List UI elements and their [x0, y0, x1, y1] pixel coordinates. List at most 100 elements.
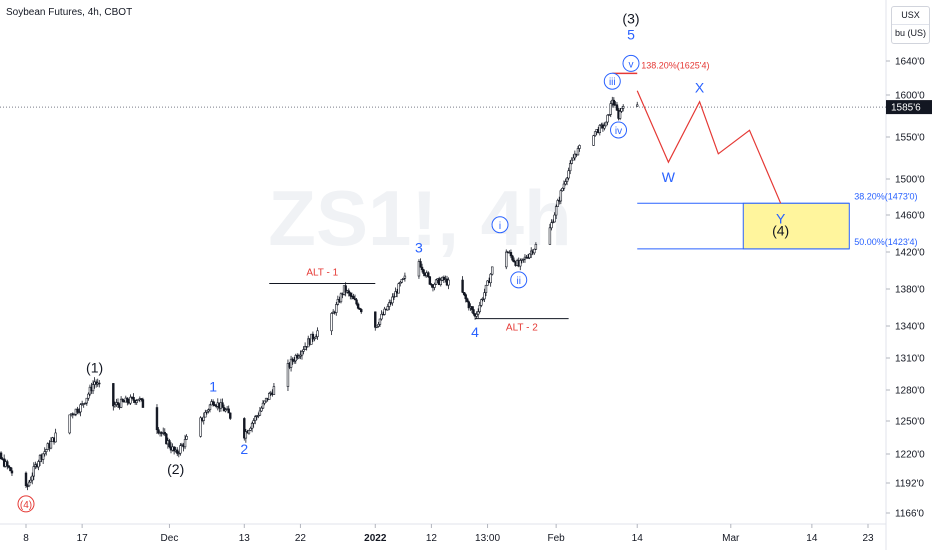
candle-body-290: [607, 114, 611, 116]
candle-body-151: [303, 346, 307, 350]
candle-body-24: [31, 475, 34, 481]
candle-body-289: [606, 114, 609, 123]
x-tick-label-0: 8: [23, 533, 29, 544]
wave-label-5: 3: [415, 239, 423, 255]
candle-body-144: [292, 360, 296, 362]
candle-body-43: [73, 414, 76, 416]
alt-line-label-1: ALT - 1: [306, 267, 338, 278]
candle-body-157: [313, 337, 316, 340]
candle-body-136: [268, 393, 271, 400]
wave-label-15: X: [695, 80, 705, 96]
candle-body-298: [620, 108, 623, 112]
candle-body-65: [119, 398, 123, 408]
wave-circle-0: [17, 495, 35, 513]
candle-body-300: [636, 104, 639, 107]
candle-body-28: [37, 461, 40, 468]
candle-body-109: [213, 404, 216, 407]
x-tick-label-10: Mar: [722, 533, 740, 544]
candle-body-184: [380, 313, 383, 320]
candle-body-191: [391, 296, 394, 304]
wave-label-3: 1: [209, 378, 217, 394]
candle-body-80: [155, 407, 159, 431]
candle-body-284: [598, 125, 602, 133]
candle-body-272: [567, 170, 570, 179]
candle-body-55: [91, 384, 95, 392]
candle-body-260: [548, 227, 552, 245]
candle-body-189: [388, 302, 391, 307]
candle-body-32: [43, 451, 46, 455]
candle-body-12: [0, 452, 3, 460]
candle-body-221: [462, 292, 466, 295]
candle-body-118: [227, 408, 230, 414]
candle-body-159: [316, 330, 319, 337]
candle-body-199: [403, 275, 407, 279]
candle-body-183: [378, 318, 382, 325]
candle-body-273: [568, 163, 572, 172]
candle-body-226: [470, 306, 474, 310]
y-tick-label-5: 1310'0: [895, 354, 925, 365]
candle-body-281: [593, 131, 597, 136]
candle-body-36: [49, 441, 53, 449]
candle-body-219: [447, 279, 450, 286]
candle-body-150: [302, 349, 305, 352]
wave-label-12: 5: [627, 26, 635, 42]
alt-line-label-2: ALT - 2: [506, 323, 538, 334]
candle-body-108: [211, 401, 215, 405]
candle-body-79: [141, 399, 145, 408]
x-tick-label-7: 13:00: [475, 533, 500, 544]
candle-body-61: [113, 404, 117, 407]
candle-body-201: [419, 261, 422, 268]
candle-body-291: [609, 103, 612, 115]
candle-body-106: [208, 404, 212, 410]
candle-body-268: [561, 187, 564, 192]
unit-label: bu (US): [894, 28, 926, 38]
candle-body-156: [311, 333, 315, 340]
candle-body-66: [121, 398, 124, 402]
candle-body-238: [489, 273, 492, 284]
candle-body-103: [204, 412, 207, 418]
candle-body-126: [252, 420, 255, 424]
candle-body-271: [565, 177, 569, 182]
y-tick-label-4: 1280'0: [895, 386, 925, 397]
candle-body-132: [261, 402, 265, 409]
candle-body-258: [533, 248, 536, 254]
candle-body-244: [511, 255, 514, 261]
candle-body-279: [578, 145, 581, 149]
unit-selector[interactable]: USX bu (US): [891, 6, 930, 44]
candle-body-18: [9, 466, 12, 472]
last-price-badge: [886, 100, 932, 115]
candle-body-261: [550, 222, 553, 229]
candle-body-160: [330, 313, 333, 332]
candle-body-233: [481, 298, 485, 301]
candle-body-25: [32, 466, 35, 477]
x-tick-label-1: 17: [77, 533, 89, 544]
candle-body-175: [353, 298, 357, 301]
x-tick-label-5: 2022: [364, 533, 387, 544]
watermark: ZS1!, 4h: [268, 174, 571, 262]
candle-body-131: [260, 407, 263, 412]
candle-body-178: [358, 307, 361, 310]
candle-body-148: [299, 354, 302, 357]
candle-body-121: [244, 431, 248, 439]
y-tick-label-6: 1340'0: [895, 322, 925, 333]
candle-body-142: [289, 358, 293, 368]
candle-body-158: [314, 336, 318, 339]
candle-body-94: [177, 452, 181, 455]
candle-body-211: [434, 279, 438, 285]
candle-body-255: [528, 253, 531, 259]
x-tick-label-3: 13: [239, 533, 251, 544]
candle-body-198: [402, 278, 405, 280]
wave-label-16: Y: [776, 210, 786, 226]
candle-body-16: [6, 461, 9, 467]
candle-body-227: [472, 309, 475, 315]
candle-body-245: [512, 259, 516, 263]
currency-label: USX: [892, 7, 929, 25]
candle-body-22: [27, 481, 31, 487]
candle-body-263: [553, 214, 556, 223]
candle-body-51: [85, 397, 89, 404]
candle-body-206: [427, 272, 430, 277]
x-tick-label-8: Feb: [548, 533, 566, 544]
fib-38-label: 38.20%(1473'0): [854, 191, 917, 201]
